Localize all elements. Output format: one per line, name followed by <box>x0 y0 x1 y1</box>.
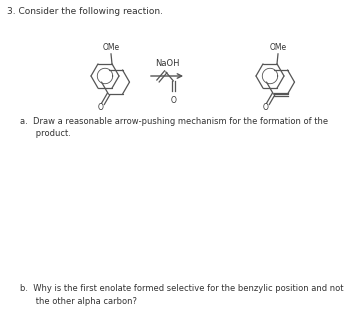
Text: NaOH: NaOH <box>155 59 179 68</box>
Text: 3. Consider the following reaction.: 3. Consider the following reaction. <box>7 7 163 16</box>
Text: OMe: OMe <box>103 43 120 52</box>
Text: O: O <box>98 103 104 112</box>
Text: OMe: OMe <box>270 43 287 52</box>
Text: b.  Why is the first enolate formed selective for the benzylic position and not
: b. Why is the first enolate formed selec… <box>20 284 343 306</box>
Text: a.  Draw a reasonable arrow-pushing mechanism for the formation of the
      pro: a. Draw a reasonable arrow-pushing mecha… <box>20 117 328 139</box>
Text: O: O <box>170 96 176 105</box>
Text: O: O <box>263 103 269 112</box>
